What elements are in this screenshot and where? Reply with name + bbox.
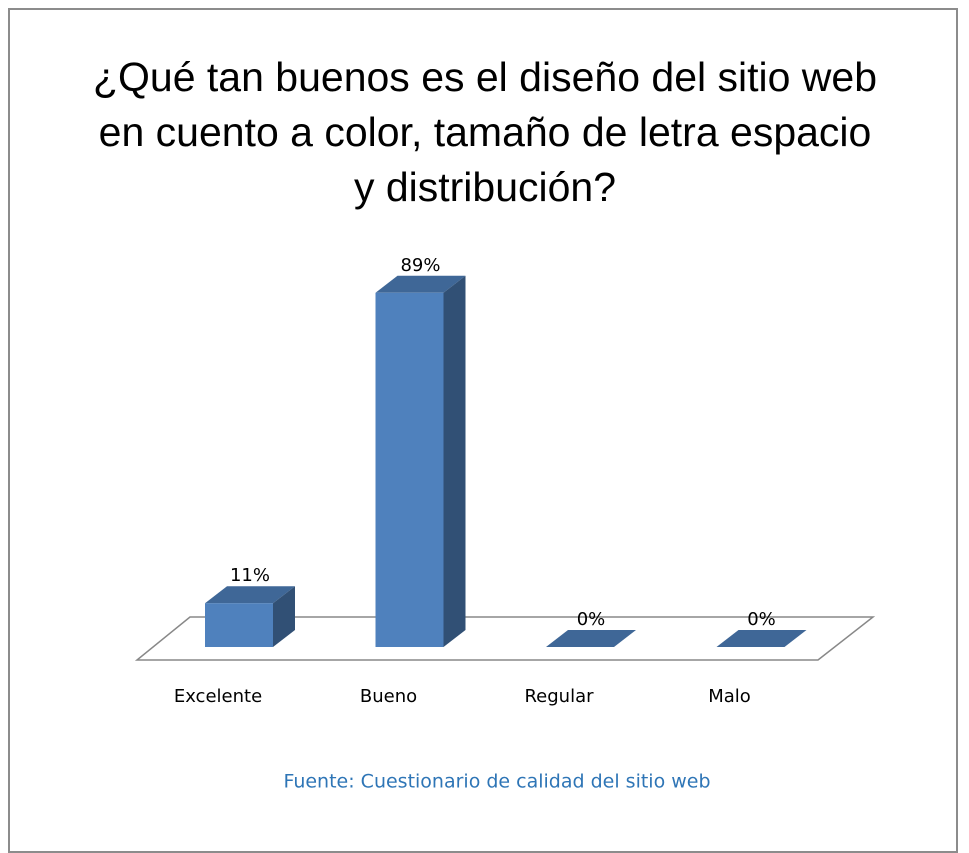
bar — [716, 630, 807, 647]
bar-side — [273, 586, 295, 647]
bar — [205, 586, 295, 647]
x-tick-label: Excelente — [174, 686, 262, 707]
bar-top — [375, 275, 466, 293]
bar-front — [205, 603, 273, 647]
x-tick-label: Malo — [708, 686, 751, 707]
bar-top — [205, 586, 295, 604]
x-tick-label: Bueno — [360, 686, 417, 707]
floor — [134, 616, 876, 661]
value-label: 11% — [230, 565, 270, 586]
chart-title: ¿Qué tan buenos es el diseño del sitio w… — [92, 54, 878, 210]
bar — [546, 630, 636, 647]
bar-top — [546, 630, 636, 647]
source-note: Fuente: Cuestionario de calidad del siti… — [283, 771, 710, 793]
value-label: 89% — [400, 255, 440, 276]
bar — [375, 275, 466, 647]
bar-top — [716, 630, 807, 647]
value-label: 0% — [577, 609, 606, 630]
chart-frame — [8, 8, 958, 853]
bar-side — [443, 275, 466, 647]
x-tick-label: Regular — [524, 686, 594, 707]
value-label: 0% — [747, 609, 776, 630]
bar-front — [375, 292, 444, 647]
